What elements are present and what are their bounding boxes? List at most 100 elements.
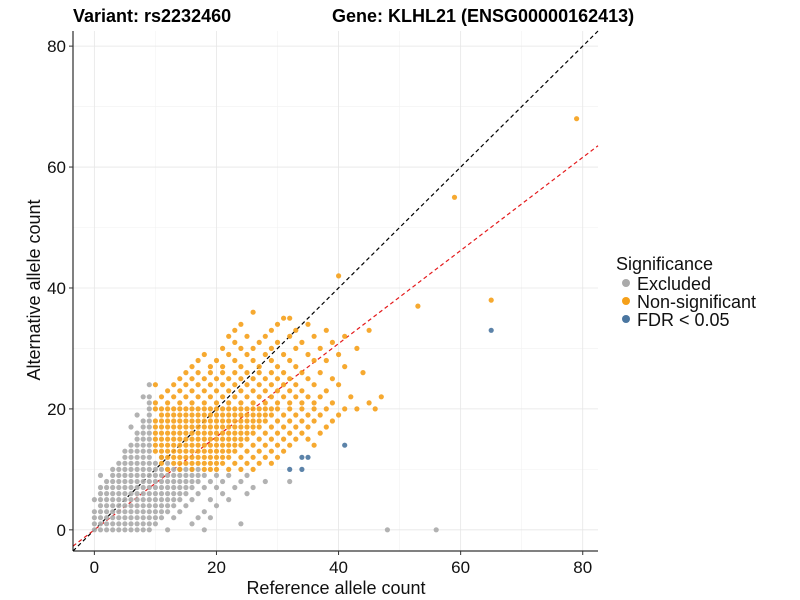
data-point xyxy=(213,454,220,460)
data-point xyxy=(201,442,207,448)
data-point xyxy=(183,466,189,472)
data-point xyxy=(146,527,152,533)
data-point xyxy=(97,472,104,478)
data-point xyxy=(220,478,226,485)
data-point xyxy=(244,418,250,424)
data-point xyxy=(323,388,329,394)
data-point xyxy=(158,466,165,472)
data-point xyxy=(97,527,104,533)
data-point xyxy=(128,497,134,503)
data-point xyxy=(213,406,220,412)
data-point xyxy=(177,400,183,406)
data-point xyxy=(329,400,335,406)
data-point xyxy=(195,394,201,400)
data-point xyxy=(140,503,146,509)
y-tick-label: 40 xyxy=(47,279,66,298)
data-point xyxy=(122,503,128,509)
data-point xyxy=(128,442,134,448)
data-point xyxy=(342,333,348,339)
data-point xyxy=(244,333,250,339)
data-point xyxy=(220,345,226,351)
data-point xyxy=(274,442,281,448)
data-point xyxy=(238,466,244,472)
axes xyxy=(72,31,598,552)
data-point xyxy=(158,491,165,497)
data-point xyxy=(134,448,140,454)
data-point xyxy=(201,484,207,491)
data-point xyxy=(177,478,183,485)
data-point xyxy=(220,394,226,400)
data-point xyxy=(317,345,323,351)
data-point xyxy=(311,400,317,406)
data-point xyxy=(238,406,244,412)
data-point xyxy=(189,430,195,436)
data-point xyxy=(226,406,232,412)
data-point xyxy=(213,466,220,472)
data-point xyxy=(177,484,183,491)
data-point xyxy=(226,430,232,436)
data-point xyxy=(146,497,152,503)
data-point xyxy=(177,442,183,448)
data-point xyxy=(207,436,213,442)
data-point xyxy=(183,448,189,454)
data-point xyxy=(366,400,372,406)
data-point xyxy=(323,406,329,412)
data-point xyxy=(158,484,165,491)
data-point xyxy=(232,412,238,418)
data-point xyxy=(238,430,244,436)
data-point xyxy=(213,442,220,448)
data-point xyxy=(165,478,171,485)
data-point xyxy=(189,497,195,503)
data-point xyxy=(97,491,104,497)
data-point xyxy=(281,351,287,358)
data-point xyxy=(171,448,177,454)
data-point xyxy=(287,430,293,436)
x-axis-title: Reference allele count xyxy=(246,578,425,598)
data-point xyxy=(158,503,165,509)
data-point xyxy=(116,472,122,478)
data-point xyxy=(134,460,140,466)
data-point xyxy=(183,472,189,478)
data-point xyxy=(171,424,177,430)
data-point xyxy=(262,376,268,382)
data-point xyxy=(104,491,110,497)
data-point xyxy=(177,406,183,412)
x-tick-label: 80 xyxy=(573,558,592,577)
data-point xyxy=(146,515,152,521)
data-point xyxy=(146,442,152,448)
data-point xyxy=(250,406,256,412)
data-point xyxy=(238,424,244,430)
data-point xyxy=(323,357,329,364)
data-point xyxy=(177,454,183,460)
data-point xyxy=(158,412,165,418)
data-point xyxy=(207,460,213,466)
data-point xyxy=(250,345,256,351)
data-point xyxy=(311,442,317,448)
data-point xyxy=(256,370,262,376)
data-point xyxy=(171,442,177,448)
data-point xyxy=(195,382,201,388)
data-point xyxy=(158,442,165,448)
data-point xyxy=(305,454,311,460)
data-point xyxy=(213,430,220,436)
data-point xyxy=(152,424,158,430)
data-point xyxy=(146,412,152,418)
data-point xyxy=(122,515,128,521)
data-point xyxy=(317,430,323,436)
data-point xyxy=(146,400,152,406)
data-point xyxy=(226,351,232,358)
data-point xyxy=(140,521,146,527)
data-point xyxy=(268,357,274,364)
data-point xyxy=(128,460,134,466)
data-point xyxy=(116,497,122,503)
data-point xyxy=(268,412,274,418)
data-point xyxy=(311,382,317,388)
data-point xyxy=(213,376,220,382)
data-point xyxy=(177,509,183,515)
data-point xyxy=(158,418,165,424)
variant-title: Variant: rs2232460 xyxy=(73,6,231,26)
data-point xyxy=(238,478,244,485)
data-point xyxy=(116,521,122,527)
data-point xyxy=(287,357,293,364)
data-point xyxy=(128,491,134,497)
